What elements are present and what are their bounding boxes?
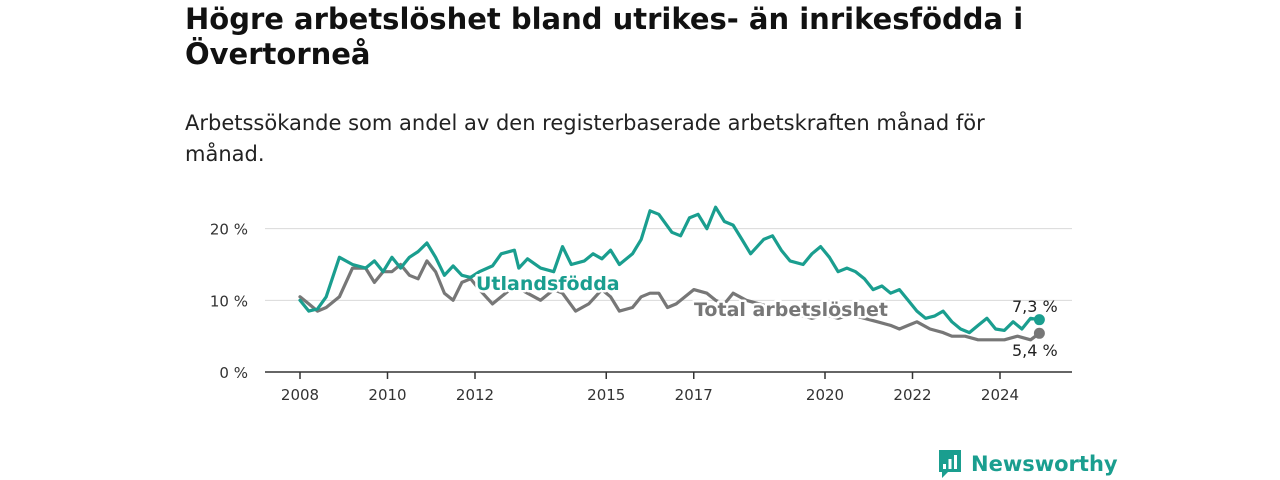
- series-label-total: Total arbetslöshet: [694, 299, 888, 321]
- end-dot-0: [1033, 314, 1045, 326]
- chart-title: Högre arbetslöshet bland utrikes- än inr…: [185, 2, 1024, 71]
- series-labels: Utlandsfödda Total arbetslöshet: [474, 271, 891, 324]
- x-tick-label-2022: 2022: [893, 386, 931, 404]
- chart-subtitle: Arbetssökande som andel av den registerb…: [185, 111, 985, 166]
- y-tick-label-20: 20 %: [210, 221, 248, 239]
- end-dot-1: [1033, 327, 1045, 339]
- end-label-total: 5,4 %: [1012, 341, 1058, 360]
- newsworthy-logo-icon: [939, 450, 961, 478]
- x-tick-label-2015: 2015: [587, 386, 625, 404]
- x-tick-label-2010: 2010: [368, 386, 406, 404]
- x-tick-label-2012: 2012: [456, 386, 494, 404]
- brand-logo: Newsworthy: [937, 448, 1118, 480]
- y-tick-label-0: 0 %: [219, 364, 248, 382]
- line-chart: 0 % 10 % 20 % 2008 2010 2012 2015 2017 2020 2022 2…: [210, 205, 1072, 404]
- axes: 0 % 10 % 20 % 2008 2010 2012 2015 2017 2020 2022 2…: [210, 221, 1072, 404]
- brand-name: Newsworthy: [971, 452, 1118, 476]
- x-tick-label-2017: 2017: [675, 386, 713, 404]
- end-label-utlandsfodda: 7,3 %: [1012, 297, 1058, 316]
- y-tick-label-10: 10 %: [210, 292, 248, 310]
- series-lines: [298, 205, 1045, 342]
- series-label-utlandsfodda: Utlandsfödda: [476, 273, 620, 295]
- series-line-0: [298, 205, 1042, 335]
- series-line-1: [298, 259, 1042, 342]
- end-labels: 7,3 % 5,4 %: [1012, 297, 1058, 360]
- x-tick-label-2008: 2008: [281, 386, 319, 404]
- x-tick-label-2024: 2024: [981, 386, 1019, 404]
- x-tick-label-2020: 2020: [806, 386, 844, 404]
